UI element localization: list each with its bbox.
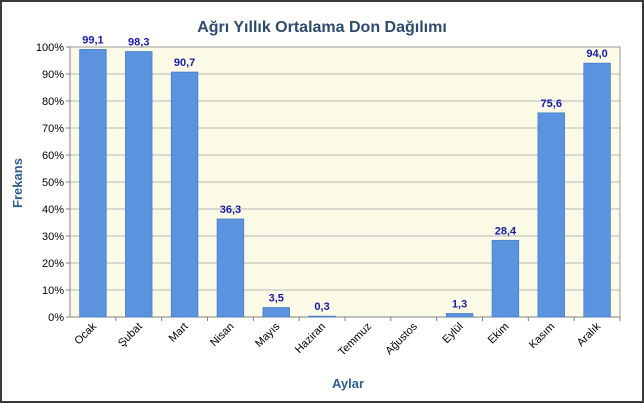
bar-1: [79, 49, 107, 318]
y-tick-label: 100%: [36, 42, 64, 54]
data-label-4: 36,3: [220, 204, 241, 216]
data-label-3: 90,7: [174, 57, 195, 69]
bar-9: [445, 313, 474, 318]
data-label-6: 0,3: [314, 301, 329, 313]
x-tick-label: Şubat: [116, 321, 145, 350]
y-tick-label: 0%: [48, 312, 64, 324]
data-label-11: 75,6: [541, 98, 562, 110]
bar-2: [125, 51, 153, 318]
y-tick-label: 30%: [42, 231, 64, 243]
plot-area: 0% 10% 20% 30% 40% 50% 60% 70% 80% 90% 100% 99,1 Oca…: [36, 34, 621, 359]
y-axis-title: Frekans: [10, 158, 25, 208]
x-tick-label: Ağustos: [383, 320, 420, 357]
x-tick-label: Eylül: [440, 321, 465, 346]
data-label-12: 94,0: [586, 48, 607, 60]
x-tick-label: Nisan: [208, 321, 236, 349]
y-tick-label: 80%: [42, 96, 64, 108]
x-tick-label: Mart: [167, 321, 191, 345]
x-tick-label: Aralık: [575, 320, 604, 349]
data-label-9: 1,3: [452, 298, 467, 310]
x-tick-label: Ekim: [486, 321, 512, 347]
x-tick-label: Kasım: [527, 321, 558, 352]
x-tick-label: Mayıs: [253, 320, 283, 350]
x-axis-title: Aylar: [332, 376, 364, 391]
bar-3: [170, 71, 199, 318]
chart-title: Ağrı Yıllık Ortalama Don Dağılımı: [197, 19, 447, 36]
y-tick-label: 70%: [42, 123, 64, 135]
x-tick-label: Ocak: [72, 320, 99, 347]
x-tick-label: Temmuz: [336, 321, 374, 359]
y-tick-label: 40%: [42, 204, 64, 216]
y-tick-label: 90%: [42, 69, 64, 81]
bar-10: [491, 239, 520, 318]
bar-11: [537, 112, 565, 318]
data-label-10: 28,4: [495, 225, 517, 237]
bar-4: [216, 218, 245, 318]
x-tick-label: Haziran: [293, 321, 328, 356]
y-tick-label: 60%: [42, 150, 64, 162]
data-label-1: 99,1: [82, 34, 103, 46]
y-tick-label: 10%: [42, 285, 64, 297]
bar-6: [308, 315, 336, 318]
data-label-5: 3,5: [269, 293, 284, 305]
bar-12: [583, 62, 611, 318]
y-tick-label: 50%: [42, 177, 64, 189]
data-label-2: 98,3: [128, 37, 149, 49]
y-tick-label: 20%: [42, 258, 64, 270]
bar-5: [262, 307, 290, 318]
